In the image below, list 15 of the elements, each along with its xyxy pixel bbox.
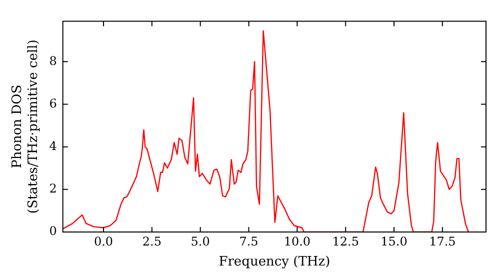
x-tick-label: 17.5 — [429, 234, 456, 248]
y-tick-label: 2 — [49, 182, 57, 196]
x-axis-title: Frequency (THz) — [218, 254, 330, 270]
y-tick-label: 8 — [49, 54, 57, 68]
x-tick-label: 2.5 — [142, 234, 162, 248]
y-tick-label: 0 — [49, 224, 57, 238]
x-tick-label: 15.0 — [380, 234, 408, 248]
x-tick-label: 10.0 — [284, 234, 311, 248]
x-tick-label: 12.5 — [332, 234, 359, 248]
y-axis-title: Phonon DOS (States/THz·primitive cell) — [10, 40, 41, 214]
x-tick-label: 7.5 — [239, 234, 258, 248]
y-tick-label: 6 — [49, 96, 57, 110]
x-tick-label: 5.0 — [190, 234, 210, 248]
x-tick-label: 0.0 — [94, 234, 114, 248]
y-tick-label: 4 — [49, 138, 58, 153]
